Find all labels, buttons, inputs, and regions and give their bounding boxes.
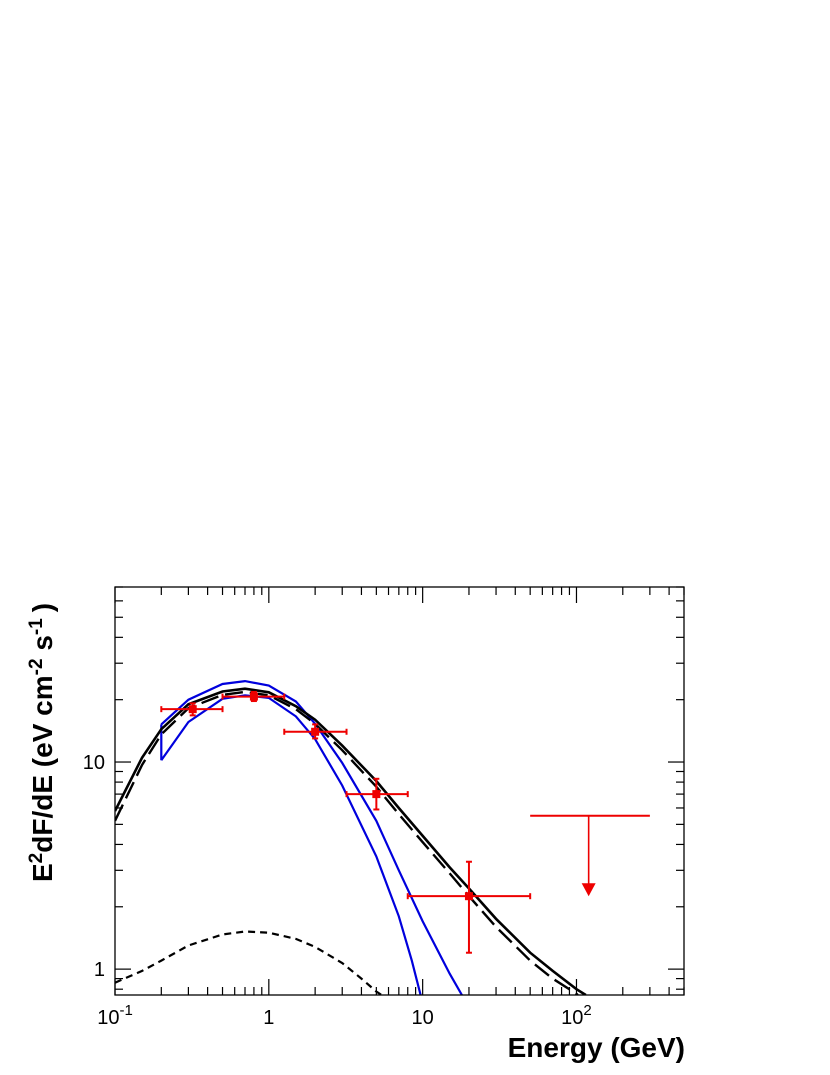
x-tick-base: 10	[412, 1007, 434, 1029]
x-tick-base: 10	[97, 1007, 119, 1029]
data-point	[221, 690, 286, 703]
axis-ticks	[114, 586, 685, 995]
x-tick-label: 10	[412, 1007, 434, 1029]
y-title-part: dF/dE (eV cm	[27, 675, 58, 852]
data-marker	[372, 790, 381, 799]
x-tick-exponent: -1	[119, 1002, 132, 1019]
plot-frame	[114, 586, 685, 996]
x-tick-label: 102	[561, 1002, 592, 1029]
x-tick-label: 1	[263, 1007, 274, 1029]
y-tick-label: 1	[94, 959, 105, 981]
x-tick-base: 10	[561, 1007, 583, 1029]
plot-border	[114, 586, 685, 996]
y-title-sup: 2	[26, 853, 47, 864]
data-point	[406, 860, 532, 954]
model-curves	[115, 687, 587, 995]
upper-limit-arrow	[581, 883, 596, 897]
y-title-part: E	[27, 863, 58, 882]
model-curve-short-dash	[115, 930, 383, 995]
upper-limit	[530, 814, 650, 897]
y-title-part: )	[27, 603, 58, 612]
data-points	[160, 690, 650, 954]
x-axis-title: Energy (GeV)	[508, 1032, 685, 1063]
y-title-part: s	[27, 635, 58, 658]
model-curve-long-dash	[115, 690, 579, 995]
x-tick-exponent: 2	[583, 1002, 591, 1019]
model-curve-solid	[115, 687, 587, 995]
y-axis-title: E2dF/dE (eV cm-2 s-1)	[26, 603, 59, 882]
data-marker	[188, 705, 197, 714]
data-point	[160, 702, 224, 717]
data-point	[283, 723, 348, 740]
x-tick-label: 10-1	[97, 1002, 133, 1029]
y-title-sup: -1	[26, 618, 47, 635]
y-tick-label: 10	[83, 752, 105, 774]
x-tick-base: 1	[263, 1007, 274, 1029]
data-point	[345, 777, 409, 811]
data-marker	[311, 727, 320, 736]
y-title-sup: -2	[26, 658, 47, 675]
data-marker	[249, 692, 258, 701]
data-marker	[464, 892, 473, 901]
